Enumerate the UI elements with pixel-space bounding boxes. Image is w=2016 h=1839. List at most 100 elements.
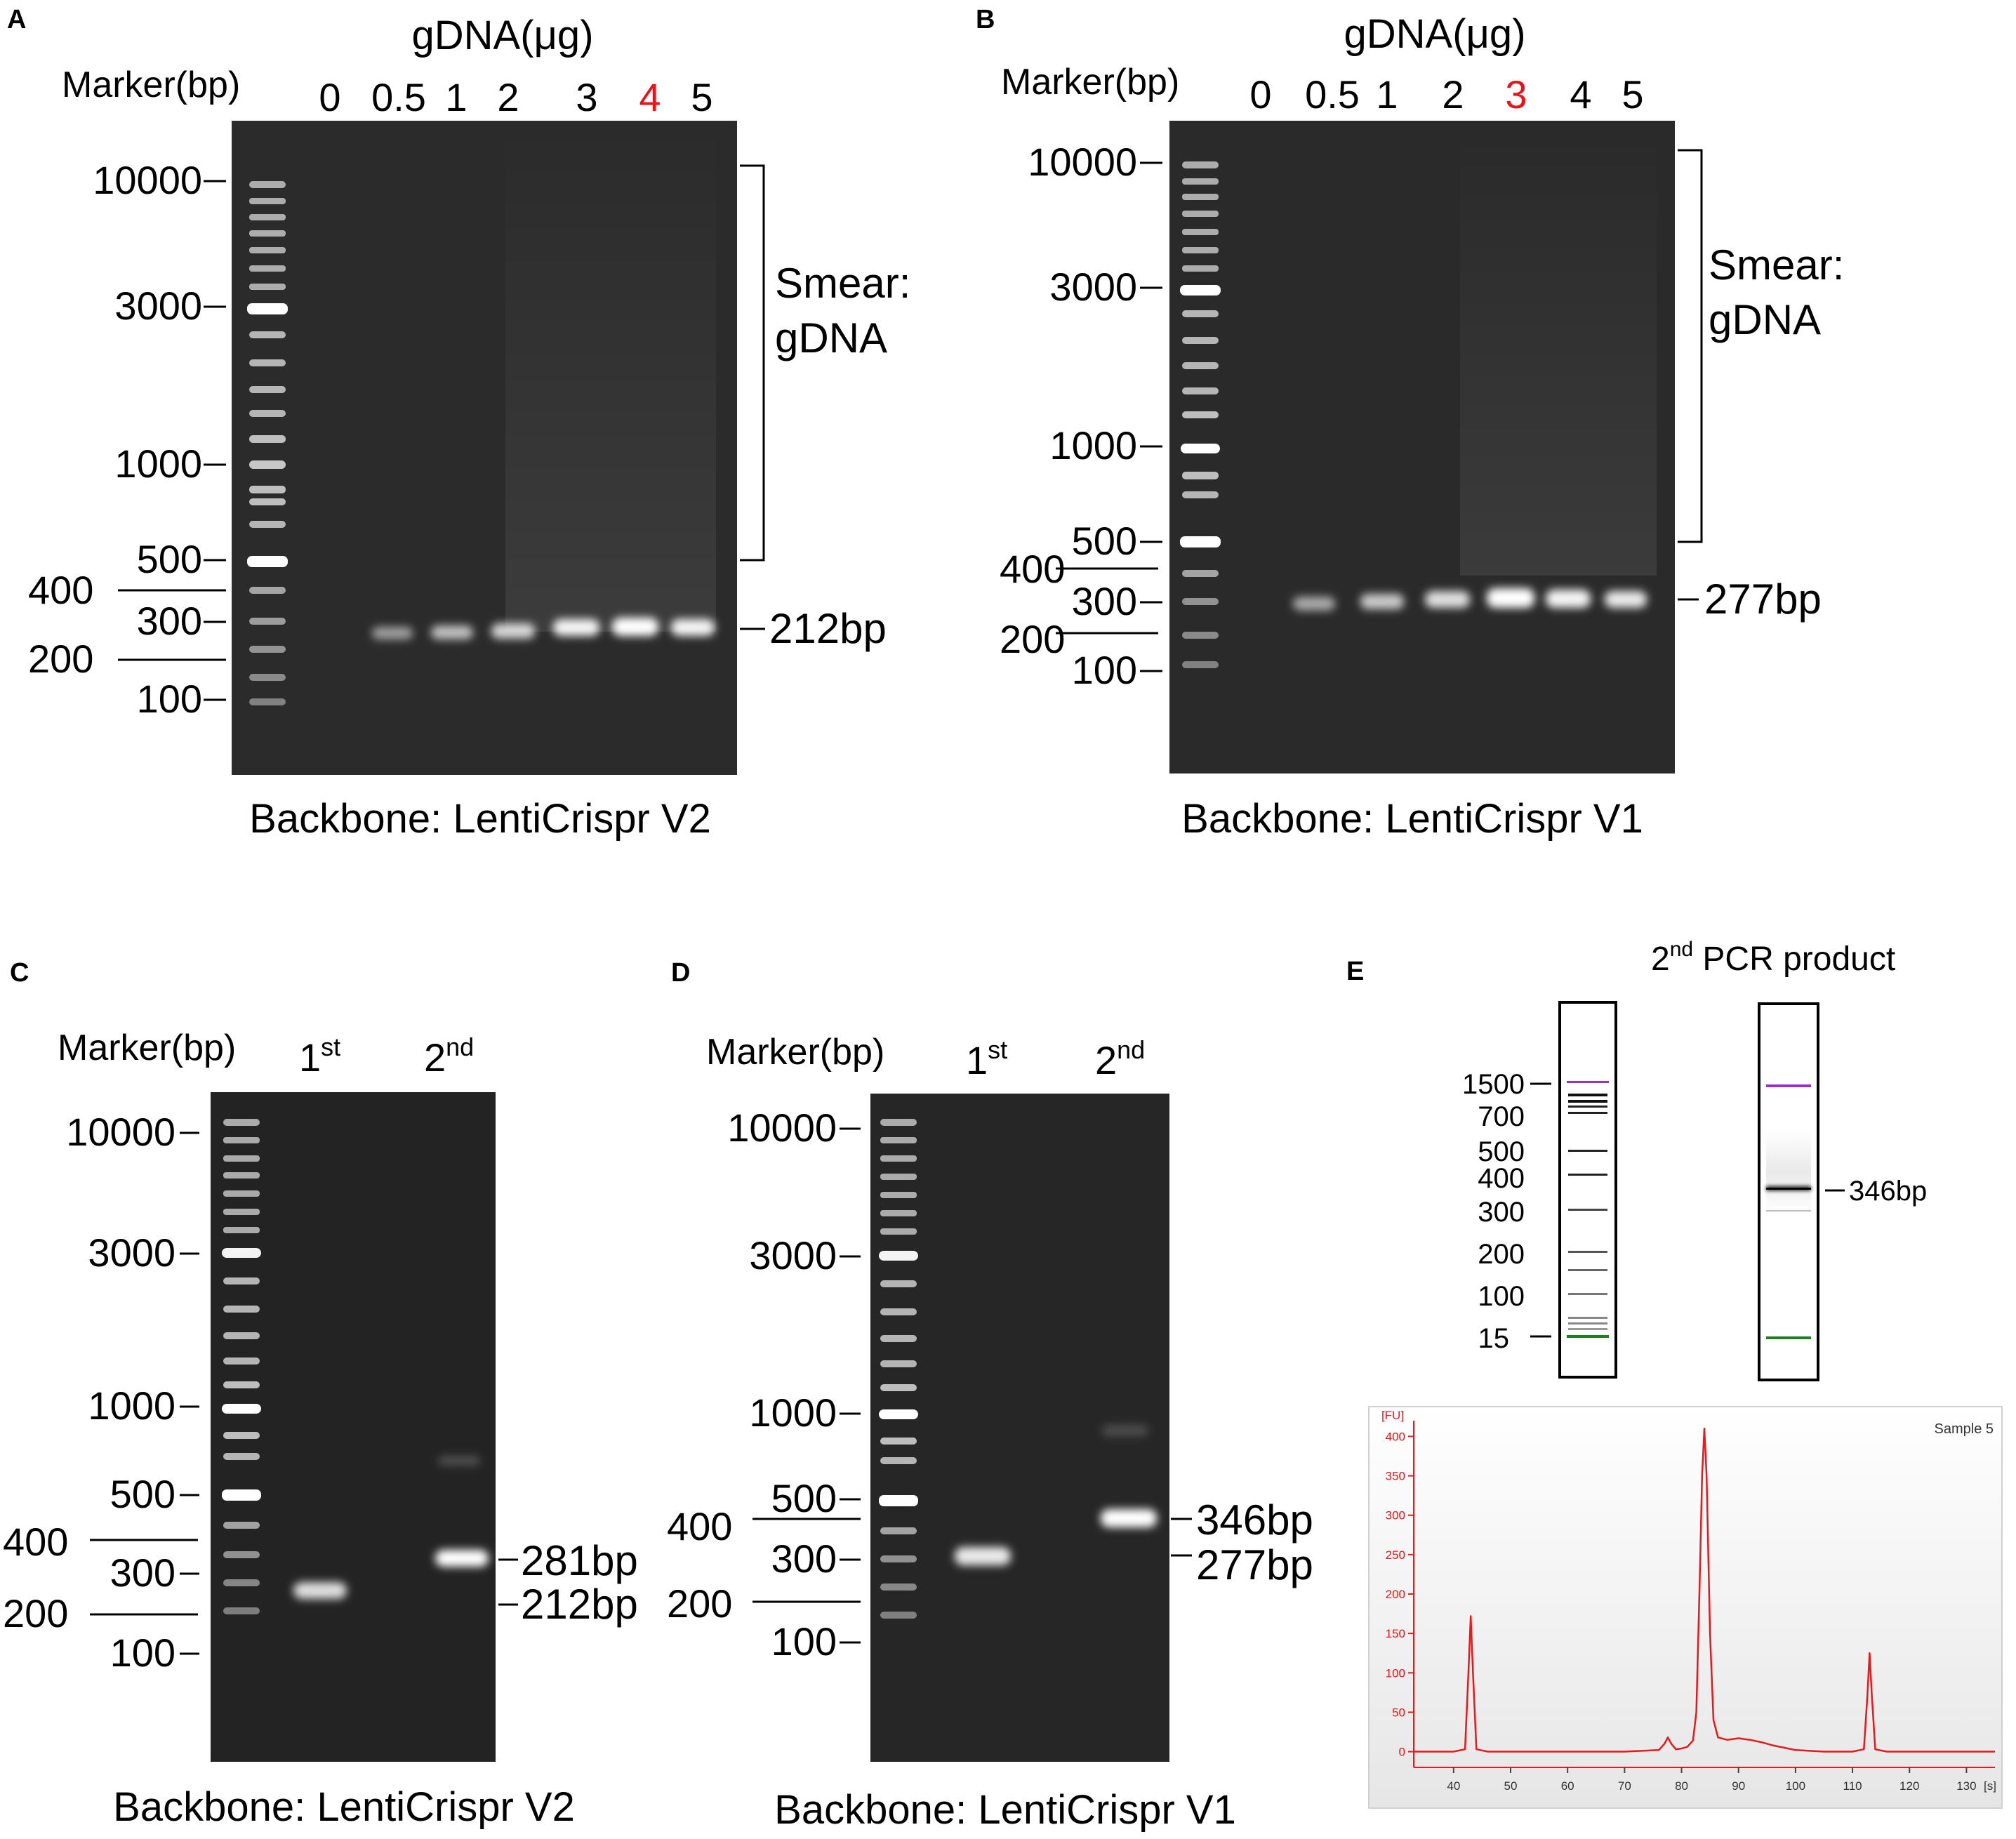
ladder-label: 300 xyxy=(1478,1197,1525,1228)
ladder xyxy=(879,1119,918,1619)
panel-a-gel xyxy=(232,121,737,775)
band xyxy=(612,618,658,636)
ladder-label-outer: 400 xyxy=(1000,547,1065,591)
sample-bands xyxy=(1293,588,1647,611)
ladder-label: 3000 xyxy=(749,1233,837,1277)
x-tick-label: 110 xyxy=(1843,1779,1862,1793)
ladder-label: 300 xyxy=(110,1551,175,1595)
sample-bands xyxy=(293,1456,489,1599)
band xyxy=(431,625,473,639)
lane-label: 2 xyxy=(1442,72,1464,117)
ladder xyxy=(1180,161,1221,668)
panel-d-ladder-ticks xyxy=(752,1127,861,1644)
ladder-label: 10000 xyxy=(93,158,202,202)
band xyxy=(435,1550,489,1567)
band xyxy=(553,619,599,636)
panel-e: E 2nd PCR product 1500 700 xyxy=(1346,938,2003,1809)
ladder-label-outer: 200 xyxy=(3,1591,68,1635)
ladder-label: 100 xyxy=(1478,1281,1525,1312)
panel-d-gel xyxy=(870,1094,1169,1762)
plot-background xyxy=(1368,1406,2003,1809)
bioanalyzer-sample-lane xyxy=(1758,1002,1819,1381)
panel-a-ladder-labels: 10000 3000 1000 500 300 100 400 200 xyxy=(28,158,202,721)
band xyxy=(1360,594,1404,609)
ladder-label: 1000 xyxy=(88,1383,175,1428)
band-label: 346bp xyxy=(1849,1176,1927,1207)
sample-bands xyxy=(955,1425,1157,1565)
panel-a: A gDNA(μg) Marker(bp) 0 0.5 1 2 3 4 5 xyxy=(7,5,910,842)
panel-c-gel xyxy=(211,1092,496,1762)
lane-label: 5 xyxy=(1622,72,1643,117)
panel-a-caption: Backbone: LentiCrispr V2 xyxy=(249,796,711,842)
ladder-label: 10000 xyxy=(727,1106,837,1150)
band xyxy=(372,627,413,639)
ladder-label: 500 xyxy=(110,1472,175,1516)
y-tick-label: 300 xyxy=(1386,1509,1405,1522)
bracket-label: gDNA xyxy=(775,314,887,361)
band xyxy=(1293,597,1335,611)
ladder-label: 300 xyxy=(771,1536,837,1581)
lane-label-highlight: 3 xyxy=(1505,72,1527,117)
x-axis-label: [s] xyxy=(1984,1779,1996,1793)
y-axis-label: [FU] xyxy=(1381,1409,1404,1422)
panel-a-letter: A xyxy=(7,5,26,34)
band-label: 346bp xyxy=(1196,1496,1313,1543)
panel-a-lane-labels: 0 0.5 1 2 3 4 5 xyxy=(319,75,712,119)
x-tick-label: 40 xyxy=(1447,1779,1460,1793)
band xyxy=(1487,588,1534,608)
ladder-label-outer: 200 xyxy=(667,1581,732,1626)
electropherogram: Sample 5 0 50 100 150 200 250 300 350 400 40 50 60 7… xyxy=(1368,1406,2003,1809)
ladder-label-outer: 200 xyxy=(28,637,93,681)
ladder-label: 100 xyxy=(771,1619,837,1664)
lane-label: 2nd xyxy=(424,1033,474,1080)
x-tick-label: 70 xyxy=(1618,1779,1631,1793)
x-tick-label: 120 xyxy=(1899,1779,1919,1793)
band-label: 212bp xyxy=(521,1581,638,1628)
y-tick-label: 400 xyxy=(1386,1430,1405,1443)
band xyxy=(293,1582,347,1599)
band xyxy=(955,1547,1011,1565)
panel-c-letter: C xyxy=(10,958,29,988)
bracket-label: Smear: xyxy=(775,260,910,307)
panel-a-title: gDNA(μg) xyxy=(411,13,593,58)
ladder-label: 400 xyxy=(1478,1163,1525,1194)
lane-label: 2nd xyxy=(1095,1035,1145,1082)
x-tick-label: 90 xyxy=(1732,1779,1745,1793)
plot-axes: 0 50 100 150 200 250 300 350 400 40 50 60 70 80 90 100 1… xyxy=(1381,1409,1996,1793)
panel-c: C Marker(bp) 1st 2nd xyxy=(3,958,638,1830)
lane-label: 0.5 xyxy=(371,75,426,119)
ladder-label: 1000 xyxy=(749,1390,837,1435)
plot-trace xyxy=(1414,1427,1995,1753)
y-tick-label: 350 xyxy=(1386,1470,1405,1483)
lane-label: 3 xyxy=(576,75,597,119)
sample-bands xyxy=(372,618,715,639)
trace-line xyxy=(1414,1427,1995,1753)
band-label: 277bp xyxy=(1704,576,1822,623)
smear-bracket xyxy=(740,164,765,562)
band-label: 277bp xyxy=(1196,1541,1313,1588)
panel-c-ladder-ticks xyxy=(90,1131,199,1655)
ladder-label: 500 xyxy=(1478,1136,1525,1167)
ladder xyxy=(247,181,288,705)
band xyxy=(491,623,535,639)
panel-c-marker-label: Marker(bp) xyxy=(58,1028,236,1068)
panel-b-marker-label: Marker(bp) xyxy=(1001,62,1179,102)
ladder-label-outer: 200 xyxy=(1000,617,1065,661)
lane-label: 0 xyxy=(1249,72,1271,117)
lane-label: 0 xyxy=(319,75,340,119)
gel-background xyxy=(211,1092,496,1762)
x-tick-label: 100 xyxy=(1786,1779,1805,1793)
ladder-label: 700 xyxy=(1478,1101,1525,1132)
panel-a-ladder-ticks xyxy=(118,180,226,701)
panel-b-ladder-labels: 10000 3000 1000 500 300 100 400 200 xyxy=(1000,140,1137,692)
ladder-label: 10000 xyxy=(1028,140,1137,184)
ladder-label: 500 xyxy=(1072,519,1137,563)
bioanalyzer-ladder-labels: 1500 700 500 400 300 200 100 15 xyxy=(1462,1069,1525,1354)
panel-d-marker-label: Marker(bp) xyxy=(706,1032,884,1073)
panel-b-lane-labels: 0 0.5 1 2 3 4 5 xyxy=(1249,72,1643,117)
panel-c-caption: Backbone: LentiCrispr V2 xyxy=(113,1784,575,1830)
ladder-label: 100 xyxy=(1072,648,1137,692)
panel-e-letter: E xyxy=(1346,957,1364,986)
y-tick-label: 250 xyxy=(1386,1548,1405,1562)
